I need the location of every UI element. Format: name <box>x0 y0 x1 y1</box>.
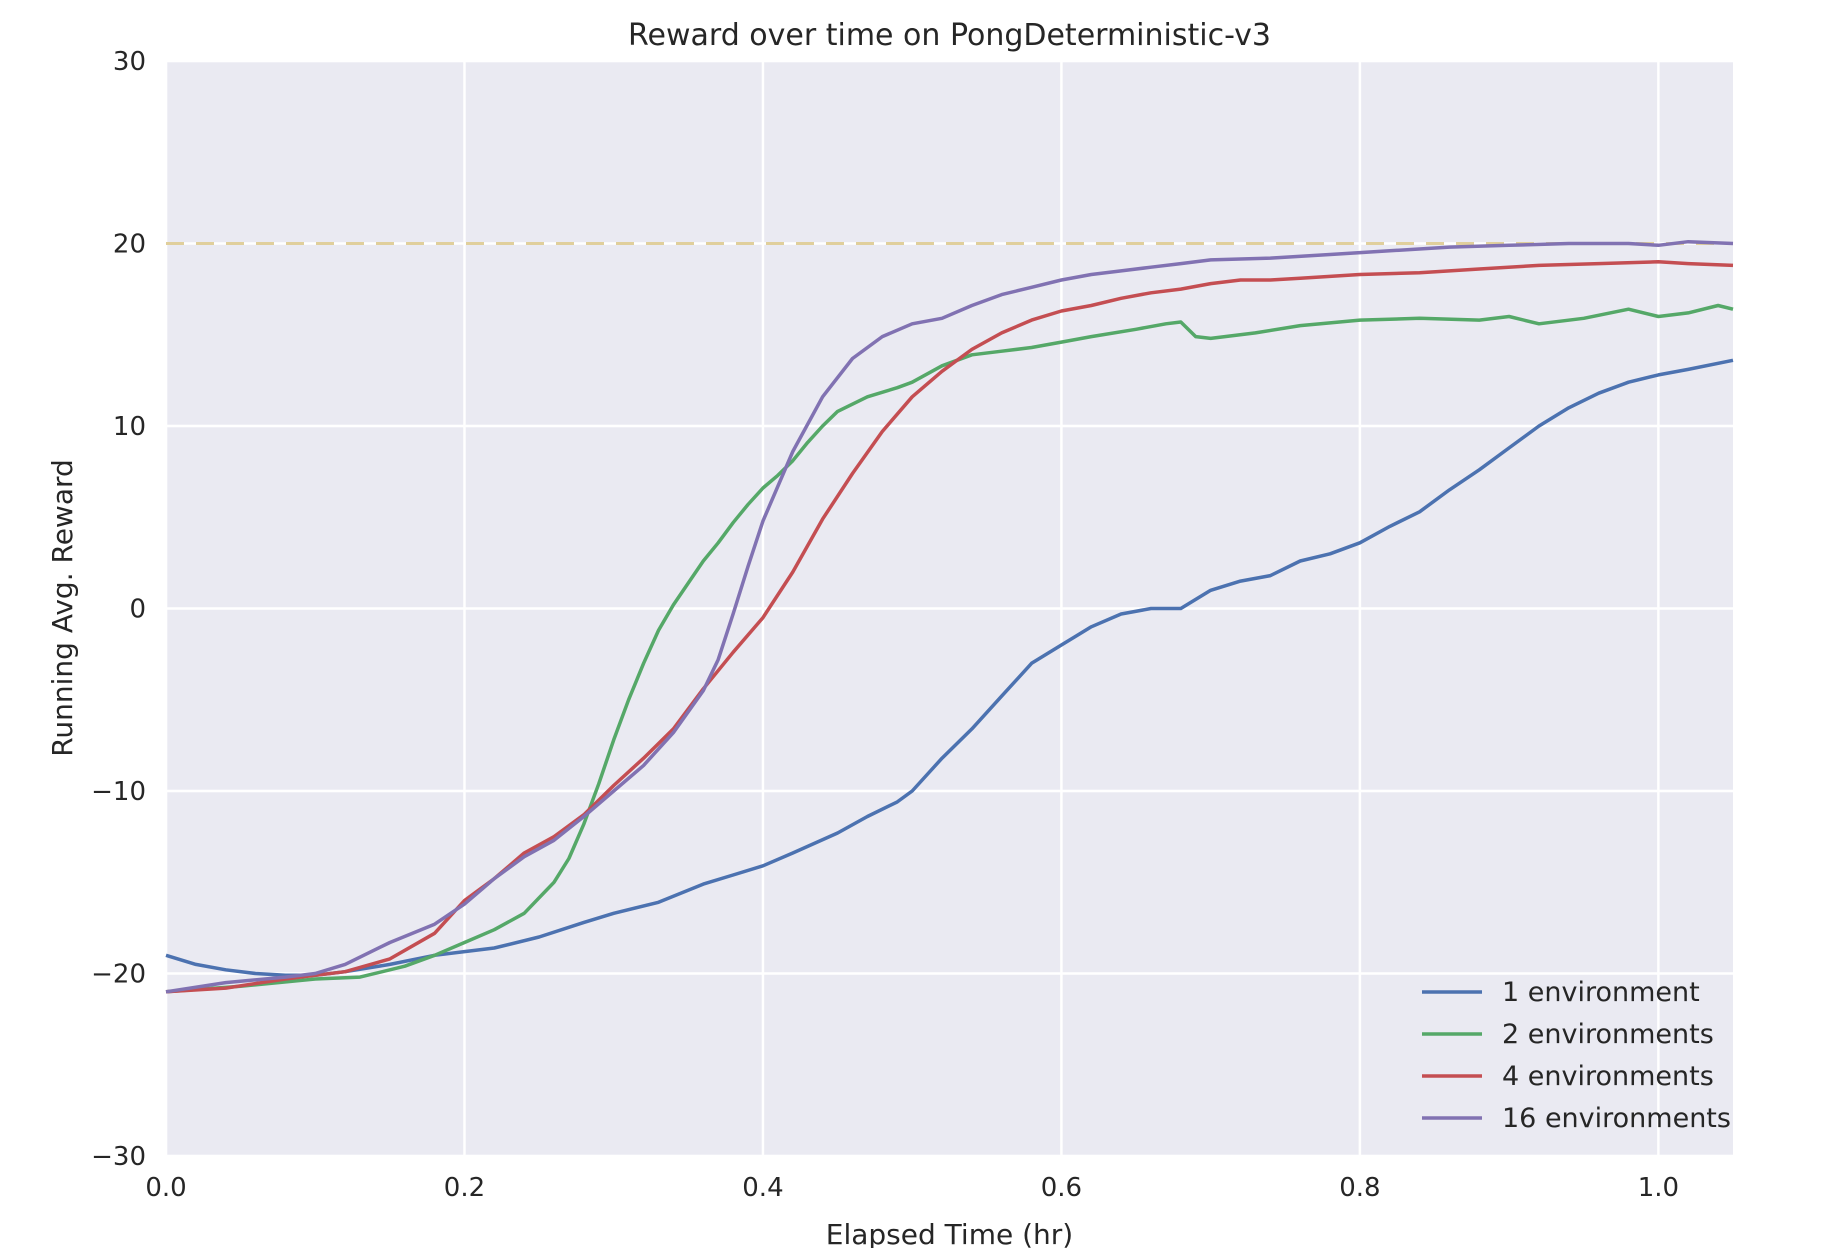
y-tick-label: 0 <box>129 595 146 625</box>
series-line-4 <box>165 239 1734 994</box>
y-tick-label: −10 <box>91 777 146 807</box>
legend-label-3: 4 environments <box>1502 1061 1714 1092</box>
grid <box>164 59 1733 1158</box>
y-tick-label: −20 <box>91 960 146 990</box>
x-tick-label: 0.6 <box>1041 1173 1082 1203</box>
y-tick-label: −30 <box>91 1142 146 1172</box>
series-line-3 <box>165 260 1734 994</box>
y-tick-label: 30 <box>113 47 146 77</box>
series-layer <box>165 239 1734 994</box>
legend: 1 environment 2 environments 4 environment… <box>1422 977 1731 1134</box>
series-line-2 <box>165 303 1734 994</box>
x-tick-label: 0.2 <box>444 1173 485 1203</box>
x-tick-label: 0.0 <box>145 1173 186 1203</box>
x-tick-label: 0.8 <box>1339 1173 1380 1203</box>
y-tick-label: 10 <box>113 412 146 442</box>
y-tick-label: 20 <box>113 230 146 260</box>
x-axis-label: Elapsed Time (hr) <box>826 1218 1073 1248</box>
legend-label-2: 2 environments <box>1502 1019 1714 1050</box>
y-axis-label: Running Avg. Reward <box>46 459 79 757</box>
legend-label-4: 16 environments <box>1502 1103 1731 1134</box>
legend-label-1: 1 environment <box>1502 977 1700 1008</box>
x-tick-label: 1.0 <box>1638 1173 1679 1203</box>
y-tick-labels: −30 −20 −10 0 10 20 30 <box>91 47 146 1172</box>
x-tick-label: 0.4 <box>742 1173 783 1203</box>
chart-title: Reward over time on PongDeterministic-v3 <box>628 18 1271 53</box>
x-tick-labels: 0.0 0.2 0.4 0.6 0.8 1.0 <box>145 1173 1679 1203</box>
